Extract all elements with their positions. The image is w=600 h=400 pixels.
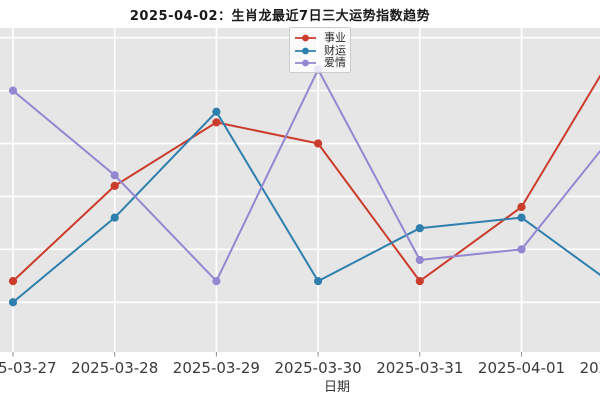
data-point [212, 107, 221, 116]
x-tick-label: 2025-03-28 [71, 359, 159, 377]
legend-marker-icon [295, 34, 316, 42]
legend-item-爱情: 爱情 [294, 57, 350, 70]
data-point [8, 86, 18, 95]
x-tick-label: 2025-03-27 [0, 359, 57, 377]
legend-item-财运: 财运 [294, 43, 350, 58]
data-point [415, 224, 424, 233]
x-tick-label: 2025-04-01 [477, 359, 566, 377]
legend: 事业 财运 爱情 [289, 27, 351, 73]
data-point [8, 277, 18, 286]
series-2-爱情 [8, 65, 600, 286]
x-tick-marks [12, 352, 522, 357]
x-axis-label: 日期 [323, 380, 350, 395]
plot-area [0, 28, 600, 352]
data-point [314, 139, 323, 148]
series-line [12, 74, 600, 283]
data-point [517, 213, 526, 222]
data-point [517, 202, 526, 212]
data-point [314, 277, 323, 286]
data-point [415, 277, 424, 286]
x-tick-label: 2025-04-02 [579, 359, 600, 377]
data-point [212, 277, 221, 286]
series-0-事业 [8, 74, 600, 286]
chart-title: 2025-04-02：生肖龙最近7日三大运势指数趋势 [129, 9, 431, 24]
data-point [212, 118, 221, 127]
data-point [110, 213, 119, 222]
data-point [415, 255, 424, 265]
legend-label: 事业 [324, 31, 346, 45]
legend-item-事业: 事业 [294, 32, 350, 45]
x-tick-label: 2025-03-31 [376, 359, 464, 377]
data-point [110, 171, 119, 180]
legend-marker-icon [295, 60, 316, 67]
legend-label: 爱情 [324, 56, 346, 70]
gridlines [0, 28, 600, 352]
legend-label: 财运 [324, 43, 346, 57]
data-point [8, 298, 18, 307]
x-tick-label: 2025-03-30 [274, 359, 362, 377]
data-point [110, 181, 119, 190]
data-point [517, 245, 526, 254]
x-tick-label: 2025-03-29 [172, 359, 260, 377]
legend-marker-icon [295, 47, 316, 55]
series-1-财运 [8, 107, 600, 307]
